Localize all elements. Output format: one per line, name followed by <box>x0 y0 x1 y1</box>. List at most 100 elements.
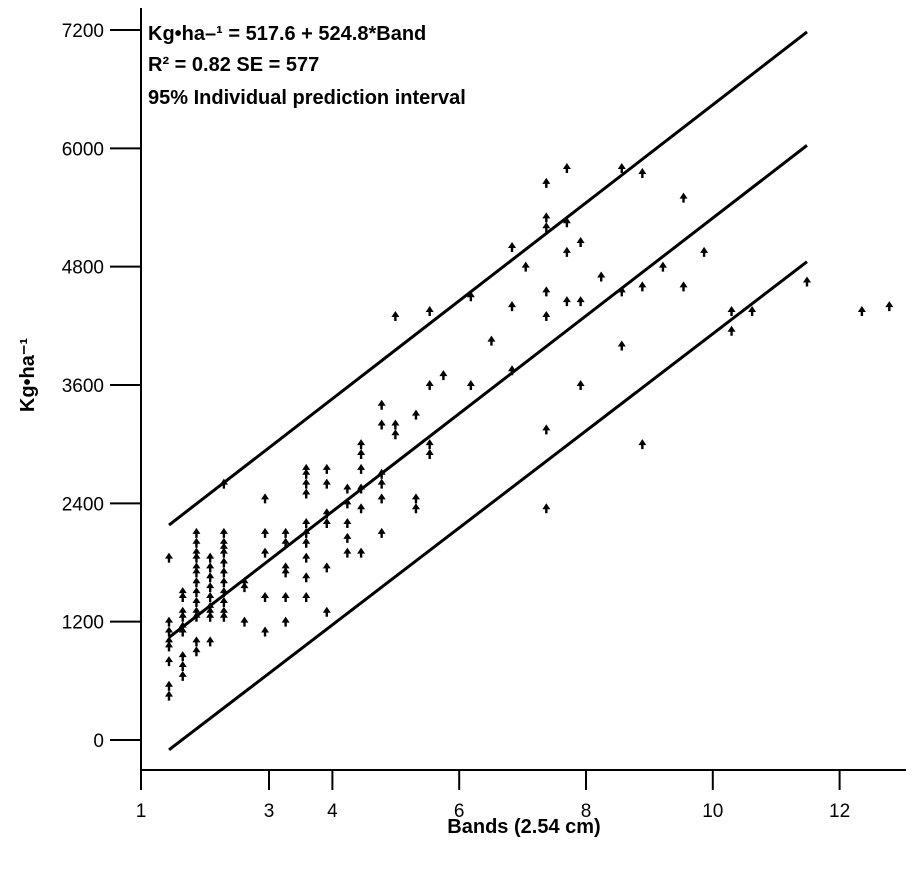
data-point <box>391 429 400 440</box>
data-point <box>192 567 201 578</box>
fit-line <box>168 144 808 639</box>
data-point <box>803 276 811 287</box>
data-point <box>508 301 517 312</box>
data-point <box>165 641 173 652</box>
data-point <box>727 306 736 317</box>
data-point <box>302 488 311 499</box>
data-point <box>165 680 173 691</box>
data-point <box>302 518 311 529</box>
data-point <box>281 592 290 603</box>
data-point <box>206 582 215 593</box>
data-point <box>178 611 187 622</box>
data-point <box>617 286 626 297</box>
data-point <box>658 261 667 272</box>
annotation-block: Kg•ha–¹ = 517.6 + 524.8*Band R² = 0.82 S… <box>148 23 466 109</box>
data-point <box>302 537 311 548</box>
data-point <box>466 380 475 390</box>
data-point <box>562 296 571 307</box>
y-axis-ticks: 0 1200 2400 3600 4800 6000 7200 <box>62 21 141 752</box>
upper-prediction-line <box>168 30 808 527</box>
data-point <box>343 532 352 543</box>
r-squared-label: R² = 0.82 SE = 577 <box>148 54 319 76</box>
data-point <box>542 424 551 435</box>
data-point <box>521 261 530 272</box>
x-tick-label: 12 <box>829 801 850 822</box>
data-point <box>679 192 688 203</box>
data-point <box>700 246 709 257</box>
data-point <box>192 577 201 588</box>
data-point <box>562 246 571 257</box>
data-point <box>178 651 187 662</box>
data-point <box>302 468 311 479</box>
data-point <box>357 503 366 514</box>
data-point <box>322 518 331 529</box>
data-points <box>165 163 894 701</box>
data-point <box>638 281 647 292</box>
data-point <box>219 596 228 607</box>
data-point <box>357 547 366 558</box>
data-point <box>302 552 311 563</box>
data-point <box>240 616 249 627</box>
x-tick-label: 4 <box>327 801 338 822</box>
data-point <box>542 310 551 321</box>
data-point <box>281 567 290 578</box>
x-axis-ticks: 1 3 4 6 8 10 12 <box>136 770 850 822</box>
data-point <box>178 592 187 603</box>
data-point <box>261 592 270 603</box>
data-point <box>219 527 228 538</box>
y-tick-label: 6000 <box>62 139 104 160</box>
data-point <box>343 498 352 509</box>
data-point <box>281 537 290 548</box>
data-point <box>439 370 448 381</box>
data-point <box>165 656 173 667</box>
data-point <box>562 217 571 228</box>
data-point <box>576 296 585 307</box>
data-point <box>206 562 215 573</box>
data-point <box>357 483 366 494</box>
data-point <box>261 527 270 538</box>
data-point <box>576 380 585 390</box>
data-point <box>302 478 311 489</box>
data-point <box>562 163 571 174</box>
data-point <box>391 419 400 430</box>
data-point <box>281 527 290 538</box>
x-tick-label: 1 <box>136 801 147 822</box>
data-point <box>322 606 331 617</box>
data-point <box>343 547 352 558</box>
y-tick-label: 7200 <box>62 21 104 42</box>
data-point <box>638 167 647 178</box>
data-point <box>178 626 187 637</box>
data-point <box>219 478 228 489</box>
data-point <box>165 690 173 701</box>
data-point <box>679 281 688 292</box>
data-point <box>219 557 228 568</box>
data-point <box>165 616 173 627</box>
data-point <box>357 463 366 474</box>
data-point <box>597 271 606 282</box>
data-point <box>219 567 228 578</box>
regression-lines <box>168 30 808 752</box>
data-point <box>377 478 386 489</box>
data-point <box>219 577 228 588</box>
data-point <box>343 483 352 494</box>
data-point <box>542 286 551 297</box>
data-point <box>857 306 866 317</box>
data-point <box>411 409 420 420</box>
x-axis-title: Bands (2.54 cm) <box>447 816 600 838</box>
data-point <box>322 463 331 474</box>
data-point <box>192 587 201 598</box>
data-point <box>219 547 228 558</box>
data-point <box>219 611 228 622</box>
plot-frame <box>140 8 906 771</box>
data-point <box>508 365 517 376</box>
data-point <box>261 547 270 558</box>
data-point <box>343 518 352 529</box>
data-point <box>322 508 331 519</box>
data-point <box>727 325 736 336</box>
data-point <box>206 636 215 647</box>
data-point <box>487 335 496 346</box>
data-point <box>425 449 434 460</box>
x-tick-label: 3 <box>264 801 275 822</box>
data-point <box>542 222 551 233</box>
data-point <box>192 537 201 548</box>
